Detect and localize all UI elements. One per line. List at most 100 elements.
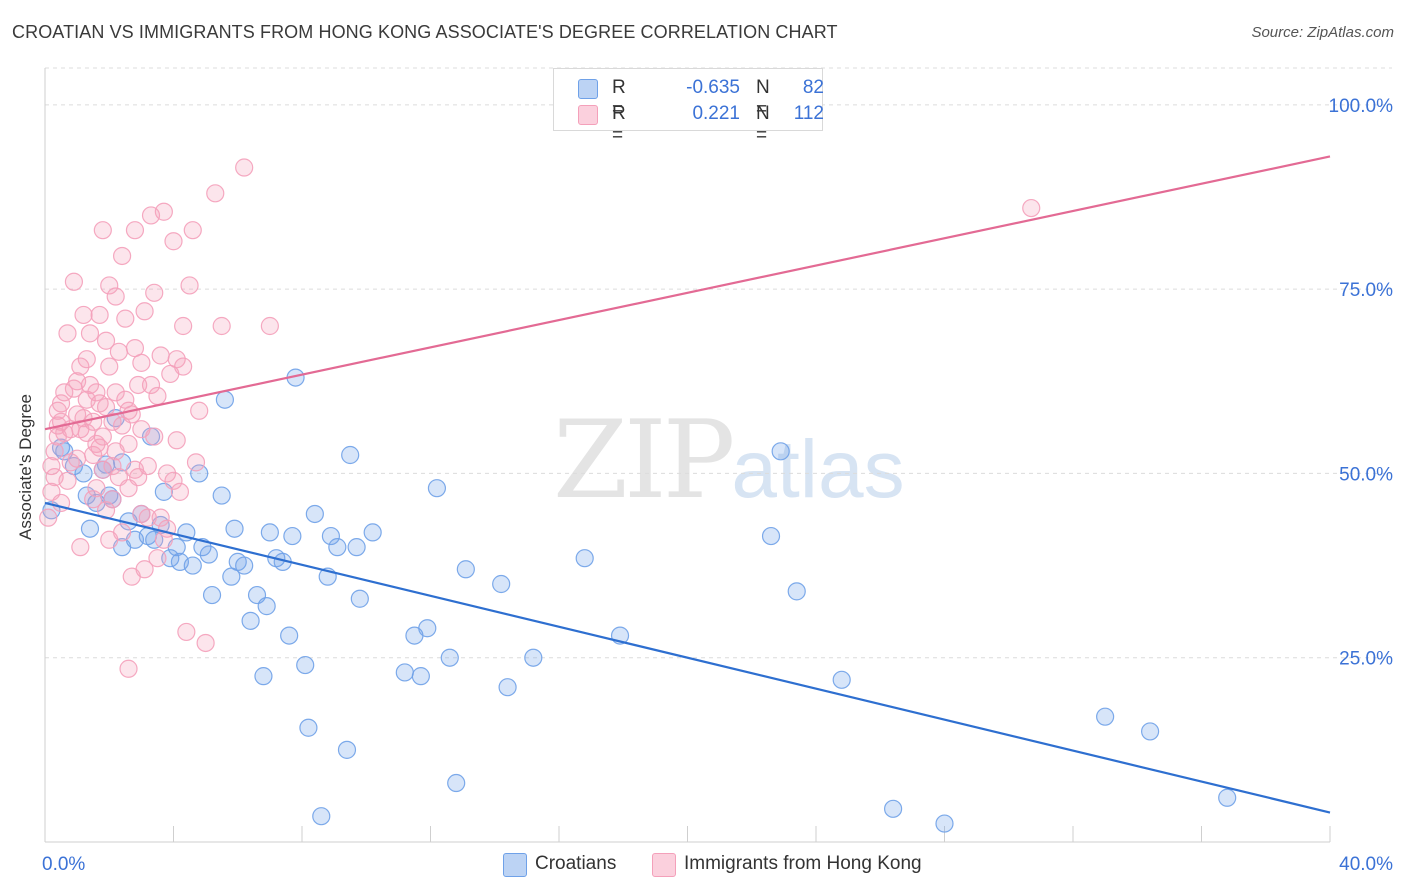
data-point [90,305,109,325]
data-point [260,523,279,542]
data-point [55,383,74,402]
x-tick-label: 0.0% [42,854,85,875]
data-point [125,460,145,479]
data-point [337,740,357,759]
data-point [212,486,231,505]
data-point [100,357,119,376]
r-value-hong-kong: 0.221 [692,103,740,124]
data-point [186,453,206,472]
data-point [42,456,61,476]
data-point [96,331,116,350]
data-point [235,556,254,575]
data-point [58,324,77,343]
data-point [447,773,466,793]
data-point [350,589,369,608]
n-value-hong-kong: 112 [793,103,824,124]
trend-line-hong-kong [44,155,1331,431]
data-point [167,431,186,450]
data-point [305,504,324,524]
data-point [312,807,331,826]
data-point [151,346,170,365]
data-point [119,659,138,678]
data-point [1140,722,1160,741]
watermark-atlas: atlas [731,424,905,515]
x-tick-label: 40.0% [1339,854,1393,875]
data-point [96,501,116,520]
r-value-croatians: -0.635 [686,77,740,98]
data-point [440,648,459,667]
data-point [93,460,112,479]
data-point [151,508,170,527]
data-point [106,442,125,461]
data-point [161,549,180,568]
data-points [39,158,1237,833]
data-point [132,353,151,372]
data-point [524,648,543,667]
axes [44,68,1331,843]
data-point [112,246,132,266]
data-point [135,302,154,321]
data-point [199,545,218,564]
data-point [328,538,347,557]
data-point [257,597,276,616]
y-tick-label: 25.0% [1339,649,1393,670]
data-point [145,283,164,302]
data-point [347,538,366,557]
data-point [935,814,954,833]
data-point [84,490,103,509]
source-label: Source: ZipAtlas.com [1251,24,1394,41]
data-point [80,324,100,343]
hong-kong-legend-label: Immigrants from Hong Kong [684,853,922,874]
data-point [68,449,87,468]
croatians-legend-swatch [503,853,527,877]
y-tick-label: 100.0% [1329,96,1394,117]
data-point [71,357,90,376]
data-point [96,455,116,474]
data-point [787,582,806,601]
data-point [93,427,112,446]
data-point [254,667,273,686]
series-hong-kong [39,158,1041,678]
data-point [341,445,360,465]
data-point [103,456,122,476]
data-point [177,622,196,642]
stats-legend: R = -0.635 N = 82 R = 0.221 N = 112 [553,68,824,146]
data-point [167,350,186,369]
data-point [103,490,122,509]
data-point [280,626,299,645]
data-point [138,508,157,527]
data-point [100,276,119,295]
data-point [212,316,231,336]
data-point [411,667,430,686]
data-point [498,678,517,697]
data-point [492,574,511,594]
data-point [80,519,100,538]
data-point [1096,707,1115,726]
n-value-croatians: 82 [802,77,824,98]
data-point [90,438,109,457]
data-point [164,232,183,251]
data-point [283,526,302,546]
data-point [174,316,193,336]
data-point [206,184,225,203]
data-point [883,799,903,818]
data-point [148,386,167,406]
y-tick-label: 75.0% [1339,280,1393,301]
series-croatians [42,368,1237,833]
data-point [132,420,151,439]
data-point [87,479,106,498]
n-label: N = [756,103,770,146]
data-point [183,221,202,240]
data-point [321,526,341,546]
data-point [64,272,84,291]
trend-line-croatians [44,501,1331,814]
data-point [106,287,125,306]
data-point [71,538,90,557]
data-point [87,383,106,402]
data-point [39,508,58,527]
data-point [74,305,93,325]
data-point [109,342,128,361]
data-point [225,519,244,538]
data-point [363,523,382,542]
